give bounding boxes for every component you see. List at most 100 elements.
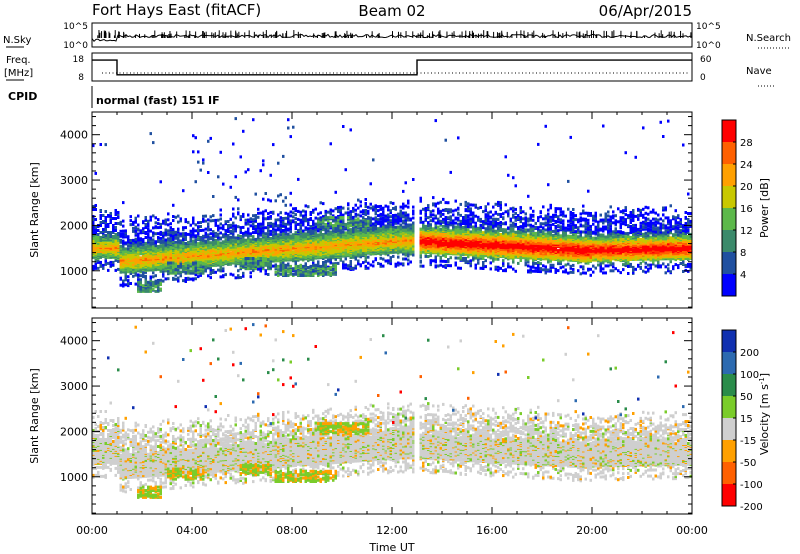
heatmap-cell — [437, 226, 440, 229]
heatmap-cell — [160, 226, 163, 229]
heatmap-cell — [405, 217, 408, 220]
heatmap-cell — [107, 262, 110, 265]
heatmap-cell — [262, 234, 265, 237]
freq-label-line2: [MHz] — [4, 68, 33, 79]
heatmap-cell — [145, 275, 148, 278]
heatmap-cell — [95, 218, 98, 221]
heatmap-cell — [305, 210, 308, 213]
heatmap-cell — [390, 223, 393, 226]
heatmap-cell — [302, 224, 305, 227]
heatmap-cell — [412, 206, 415, 209]
heatmap-cell — [300, 214, 303, 217]
heatmap-cell — [330, 259, 333, 262]
heatmap-cell — [240, 226, 243, 229]
heatmap-cell — [205, 215, 208, 218]
heatmap-cell — [397, 256, 400, 259]
heatmap-cell — [285, 217, 288, 220]
heatmap-cell — [165, 222, 168, 225]
heatmap-cell — [270, 215, 273, 218]
heatmap-cell — [235, 117, 238, 120]
heatmap-cell — [277, 162, 280, 165]
heatmap-cell — [277, 195, 280, 198]
heatmap-cell — [435, 215, 438, 218]
heatmap-cell — [117, 236, 120, 239]
heatmap-cell — [282, 236, 285, 239]
heatmap-cell — [295, 221, 298, 224]
heatmap-cell — [302, 215, 305, 218]
heatmap-cell — [277, 213, 280, 216]
heatmap-cell — [427, 221, 430, 224]
heatmap-cell — [217, 219, 220, 222]
noise-panel: N.Sky 10^5 10^0 10^5 10^0 N.Search — [3, 22, 791, 51]
heatmap-cell — [300, 225, 303, 228]
heatmap-cell — [367, 210, 370, 213]
heatmap-cell — [295, 213, 298, 216]
heatmap-cell — [297, 210, 300, 213]
heatmap-cell — [102, 267, 105, 270]
heatmap-cell — [397, 262, 400, 265]
heatmap-cell — [287, 233, 290, 236]
heatmap-cell — [395, 263, 398, 266]
heatmap-cell — [385, 215, 388, 218]
heatmap-cell — [290, 245, 293, 248]
heatmap-cell — [120, 221, 123, 224]
heatmap-cell — [190, 243, 193, 246]
heatmap-cell — [242, 238, 245, 241]
heatmap-cell — [202, 239, 205, 242]
heatmap-cell — [195, 223, 198, 226]
heatmap-cell — [202, 215, 205, 218]
heatmap-cell — [217, 269, 220, 272]
heatmap-cell — [357, 214, 360, 217]
heatmap-cell — [245, 171, 248, 174]
heatmap-cell — [257, 268, 260, 271]
heatmap-cell — [375, 257, 378, 260]
heatmap-cell — [217, 241, 220, 244]
heatmap-cell — [102, 264, 105, 267]
heatmap-cell — [257, 216, 260, 219]
heatmap-cell — [265, 269, 268, 272]
heatmap-cell — [360, 204, 363, 207]
heatmap-cell — [325, 210, 328, 213]
heatmap-cell — [197, 237, 200, 240]
heatmap-cell — [172, 215, 175, 218]
heatmap-cell — [160, 279, 163, 282]
heatmap-cell — [217, 233, 220, 236]
heatmap-cell — [137, 242, 140, 245]
heatmap-cell — [145, 246, 148, 249]
heatmap-cell — [262, 211, 265, 214]
heatmap-cell — [380, 205, 383, 208]
heatmap-cell — [412, 213, 415, 216]
heatmap-cell — [435, 222, 438, 225]
heatmap-cell — [247, 168, 250, 171]
heatmap-cell — [145, 226, 148, 229]
heatmap-cell — [355, 209, 358, 212]
heatmap-cell — [175, 278, 178, 281]
heatmap-cell — [290, 204, 293, 207]
heatmap-cell — [255, 214, 258, 217]
heatmap-cell — [190, 278, 193, 281]
heatmap-cell — [392, 255, 395, 258]
heatmap-cell — [110, 264, 113, 267]
nave-label: Nave — [746, 66, 772, 77]
heatmap-cell — [365, 260, 368, 263]
heatmap-cell — [192, 231, 195, 234]
heatmap-cell — [105, 143, 108, 146]
heatmap-cell — [260, 223, 263, 226]
heatmap-cell — [175, 244, 178, 247]
heatmap-cell — [242, 272, 245, 275]
heatmap-cell — [315, 232, 318, 235]
heatmap-cell — [340, 206, 343, 209]
heatmap-cell — [385, 232, 388, 235]
heatmap-cell — [267, 198, 270, 201]
heatmap-cell — [142, 243, 145, 246]
heatmap-cell — [115, 236, 118, 239]
heatmap-cell — [400, 262, 403, 265]
heatmap-cell — [337, 262, 340, 265]
heatmap-cell — [177, 221, 180, 224]
heatmap-cell — [345, 168, 348, 171]
heatmap-cell — [215, 239, 218, 242]
heatmap-cell — [195, 180, 198, 183]
heatmap-cell — [197, 221, 200, 224]
heatmap-cell — [402, 226, 405, 229]
heatmap-cell — [310, 229, 313, 232]
